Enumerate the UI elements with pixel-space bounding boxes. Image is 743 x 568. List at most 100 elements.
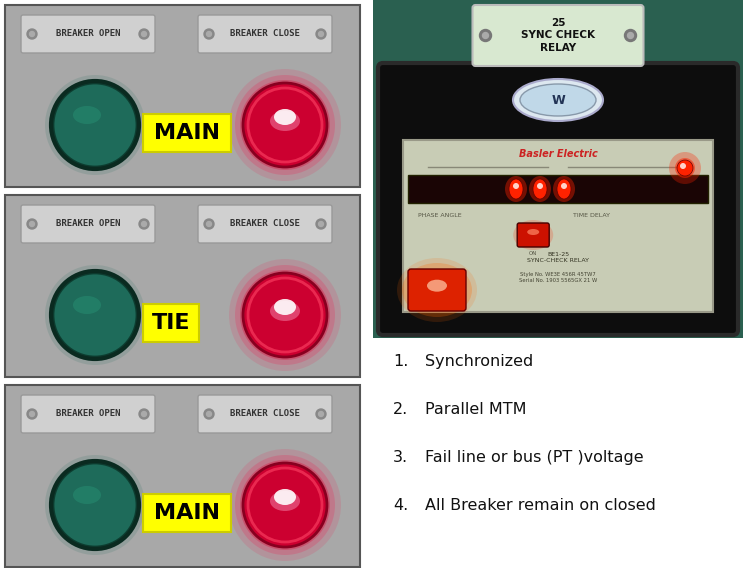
Circle shape: [207, 222, 212, 227]
Ellipse shape: [553, 176, 575, 202]
Text: 25
SYNC CHECK
RELAY: 25 SYNC CHECK RELAY: [521, 18, 595, 53]
Circle shape: [30, 31, 34, 36]
Ellipse shape: [73, 106, 101, 124]
Bar: [143, 304, 199, 342]
Circle shape: [482, 32, 488, 39]
Circle shape: [139, 29, 149, 39]
Circle shape: [207, 31, 212, 36]
Ellipse shape: [73, 296, 101, 314]
Text: Fail line or bus (PT )voltage: Fail line or bus (PT )voltage: [425, 450, 643, 465]
Circle shape: [141, 222, 146, 227]
Ellipse shape: [529, 176, 551, 202]
Circle shape: [677, 160, 693, 176]
Circle shape: [235, 265, 335, 365]
Text: BREAKER CLOSE: BREAKER CLOSE: [230, 30, 300, 39]
Circle shape: [319, 222, 323, 227]
Text: BREAKER OPEN: BREAKER OPEN: [56, 30, 120, 39]
Ellipse shape: [513, 183, 519, 189]
Text: BREAKER CLOSE: BREAKER CLOSE: [230, 219, 300, 228]
Text: W: W: [551, 94, 565, 107]
Circle shape: [319, 31, 323, 36]
Circle shape: [53, 463, 137, 547]
Circle shape: [243, 463, 327, 547]
Ellipse shape: [519, 224, 547, 245]
Ellipse shape: [509, 179, 523, 199]
Text: BREAKER CLOSE: BREAKER CLOSE: [230, 410, 300, 419]
Text: PHASE ANGLE: PHASE ANGLE: [418, 213, 461, 218]
FancyBboxPatch shape: [198, 395, 332, 433]
Circle shape: [49, 269, 141, 361]
Circle shape: [141, 411, 146, 416]
Circle shape: [139, 409, 149, 419]
Text: 4.: 4.: [393, 498, 408, 513]
Ellipse shape: [513, 220, 554, 250]
Circle shape: [240, 270, 330, 360]
Circle shape: [139, 219, 149, 229]
Circle shape: [669, 152, 701, 184]
Bar: [5, 385, 360, 567]
Text: BREAKER OPEN: BREAKER OPEN: [56, 219, 120, 228]
Text: 1.: 1.: [393, 354, 409, 369]
Text: MAIN: MAIN: [154, 123, 220, 143]
FancyBboxPatch shape: [517, 223, 549, 247]
Ellipse shape: [537, 183, 543, 189]
Ellipse shape: [274, 109, 296, 125]
Bar: [373, 0, 743, 568]
Bar: [143, 114, 231, 152]
Bar: [5, 195, 360, 377]
Text: 2.: 2.: [393, 402, 408, 417]
Text: MAIN: MAIN: [154, 503, 220, 523]
Circle shape: [204, 219, 214, 229]
Text: 3.: 3.: [393, 450, 408, 465]
Circle shape: [240, 80, 330, 170]
Circle shape: [27, 29, 37, 39]
Text: TIE: TIE: [152, 313, 190, 333]
Circle shape: [235, 75, 335, 175]
Ellipse shape: [561, 183, 567, 189]
Ellipse shape: [505, 176, 527, 202]
Circle shape: [141, 31, 146, 36]
Ellipse shape: [533, 179, 547, 199]
Circle shape: [30, 222, 34, 227]
Circle shape: [625, 30, 637, 41]
Circle shape: [316, 29, 326, 39]
Circle shape: [229, 449, 341, 561]
FancyBboxPatch shape: [21, 395, 155, 433]
FancyBboxPatch shape: [408, 269, 466, 311]
FancyBboxPatch shape: [473, 5, 643, 66]
Ellipse shape: [520, 84, 596, 116]
FancyBboxPatch shape: [198, 205, 332, 243]
Circle shape: [45, 455, 145, 555]
Ellipse shape: [528, 229, 539, 235]
Text: Synchronized: Synchronized: [425, 354, 533, 369]
Text: BREAKER OPEN: BREAKER OPEN: [56, 410, 120, 419]
Circle shape: [479, 30, 492, 41]
Circle shape: [316, 219, 326, 229]
Circle shape: [229, 259, 341, 371]
Ellipse shape: [270, 111, 300, 131]
Circle shape: [628, 32, 634, 39]
Text: TIME DELAY: TIME DELAY: [573, 213, 610, 218]
Circle shape: [319, 411, 323, 416]
Text: Style No. WE3E 456R 45TW7
Serial No. 1903 5565GX 21 W: Style No. WE3E 456R 45TW7 Serial No. 190…: [519, 272, 597, 283]
Circle shape: [45, 265, 145, 365]
Circle shape: [675, 158, 695, 178]
Text: ON: ON: [529, 251, 537, 256]
Circle shape: [243, 83, 327, 167]
Ellipse shape: [427, 279, 447, 292]
Bar: [5, 5, 360, 187]
Circle shape: [30, 411, 34, 416]
Ellipse shape: [270, 491, 300, 511]
Circle shape: [229, 69, 341, 181]
Circle shape: [243, 273, 327, 357]
Ellipse shape: [397, 258, 477, 322]
Bar: [408, 175, 708, 203]
Circle shape: [45, 75, 145, 175]
FancyBboxPatch shape: [198, 15, 332, 53]
Ellipse shape: [513, 79, 603, 121]
Circle shape: [53, 83, 137, 167]
FancyBboxPatch shape: [21, 15, 155, 53]
Circle shape: [207, 411, 212, 416]
Circle shape: [316, 409, 326, 419]
Ellipse shape: [557, 179, 571, 199]
